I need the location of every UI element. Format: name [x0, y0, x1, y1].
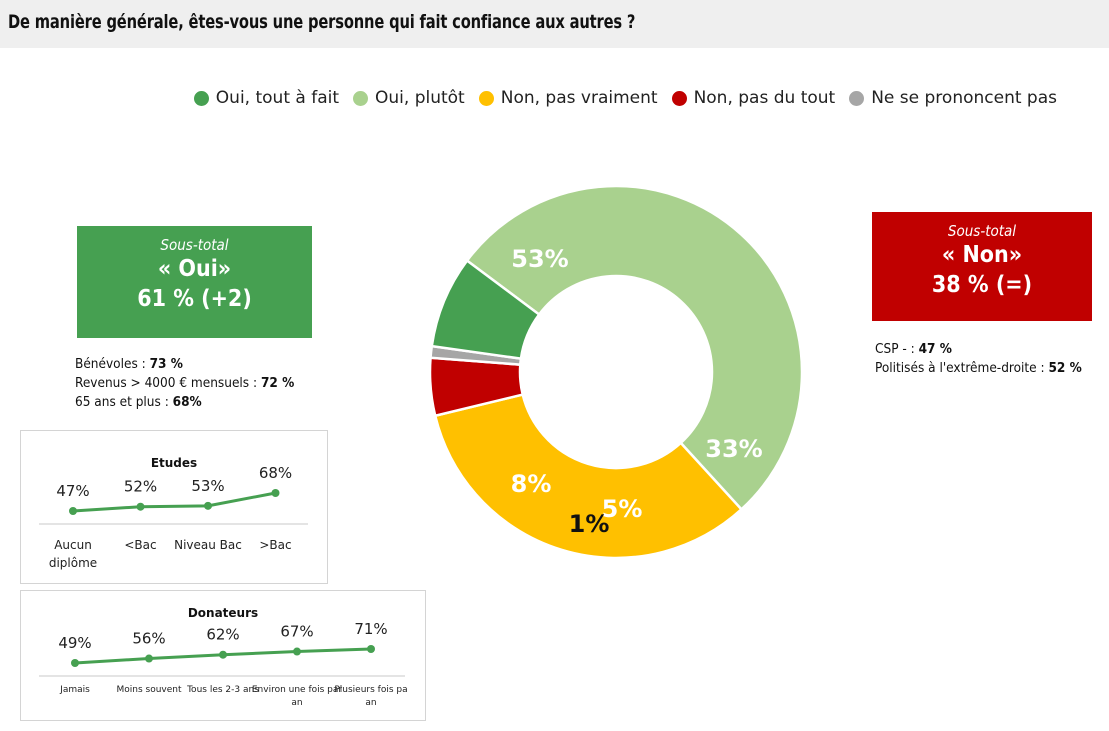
legend-item: Non, pas vraiment	[478, 88, 658, 108]
subtotal-non-value: 38 % (=)	[931, 272, 1033, 298]
legend-label: Non, pas du tout	[693, 88, 836, 108]
donut-chart: 53% 33% 5%1% 8%	[428, 184, 804, 560]
data-label: 62%	[206, 626, 239, 644]
category-label: Moins souvent	[116, 685, 181, 695]
slice-label: 53%	[511, 245, 568, 273]
oui-notes: Bénévoles : 73 % Revenus > 4000 € mensue…	[75, 355, 294, 412]
category-label: Tous les 2-3 ans	[186, 685, 259, 695]
data-point	[145, 654, 153, 663]
subtotal-oui-label: « Oui»	[157, 256, 232, 282]
category-label: Niveau Bac	[174, 538, 242, 552]
slice-label: 1%	[569, 510, 610, 538]
slice-label: 5%	[602, 495, 643, 523]
data-point	[71, 659, 79, 667]
category-label: Environ une fois par	[252, 685, 343, 695]
data-label: 53%	[191, 477, 224, 495]
category-label: Aucun	[54, 538, 92, 552]
subtotal-non-caption: Sous-total	[947, 222, 1017, 240]
note-line: 65 ans et plus : 68%	[75, 393, 294, 412]
legend-item: Non, pas du tout	[671, 88, 836, 108]
donateurs-panel: Donateurs 49% Jamais 56% Moins souvent 62% Tou…	[20, 590, 426, 721]
note-line: CSP - : 47 %	[875, 340, 1082, 359]
etudes-panel: Etudes 47% Aucun diplôme 52% <Bac 53% Niveau Ba…	[20, 430, 328, 584]
data-point	[204, 501, 212, 510]
data-point	[293, 647, 301, 656]
chart-legend: Oui, tout à fait Oui, plutôt Non, pas vr…	[193, 88, 1057, 108]
data-label: 68%	[259, 464, 292, 482]
legend-marker-icon	[353, 90, 369, 106]
subtotal-oui-caption: Sous-total	[160, 236, 229, 254]
non-notes: CSP - : 47 % Politisés à l'extrême-droit…	[875, 340, 1082, 378]
data-label: 67%	[280, 623, 313, 641]
note-label: Politisés à l'extrême-droite :	[875, 360, 1049, 376]
legend-marker-icon	[478, 90, 494, 106]
subtotal-non-label: « Non»	[941, 242, 1023, 268]
legend-label: Oui, plutôt	[375, 88, 465, 108]
legend-item: Oui, tout à fait	[193, 88, 340, 108]
data-label: 49%	[58, 634, 91, 652]
data-label: 47%	[56, 482, 89, 500]
data-point	[136, 502, 145, 511]
category-label: an	[291, 698, 302, 708]
data-label: 71%	[354, 620, 387, 638]
note-value: 52 %	[1048, 360, 1082, 376]
legend-label: Non, pas vraiment	[500, 88, 658, 108]
data-point	[367, 645, 375, 653]
legend-marker-icon	[671, 90, 687, 106]
donut-slice	[430, 258, 541, 361]
note-label: 65 ans et plus :	[75, 394, 173, 410]
series-line	[72, 491, 276, 513]
legend-marker-icon	[849, 90, 865, 106]
note-line: Revenus > 4000 € mensuels : 72 %	[75, 374, 294, 393]
donut-slice	[433, 393, 744, 560]
category-label: an	[365, 698, 376, 708]
note-label: Revenus > 4000 € mensuels :	[75, 375, 261, 391]
category-label: Plusieurs fois pa	[334, 685, 407, 695]
note-value: 72 %	[260, 375, 295, 391]
data-point	[219, 650, 227, 659]
note-label: Bénévoles :	[75, 356, 150, 372]
category-label: <Bac	[124, 538, 156, 552]
category-label: >Bac	[259, 538, 291, 552]
donateurs-line-chart: Donateurs 49% Jamais 56% Moins souvent 62% Tou…	[39, 606, 408, 708]
category-label: diplôme	[49, 556, 97, 570]
data-point	[69, 507, 77, 515]
subtotal-non-box: Sous-total « Non» 38 % (=)	[872, 212, 1092, 321]
slice-label: 8%	[511, 470, 552, 498]
note-label: CSP - :	[875, 341, 919, 357]
donut-slice	[465, 184, 804, 512]
note-line: Bénévoles : 73 %	[75, 355, 294, 374]
legend-label: Oui, tout à fait	[215, 88, 340, 108]
note-line: Politisés à l'extrême-droite : 52 %	[875, 359, 1082, 378]
note-value: 68%	[172, 394, 202, 410]
data-point	[271, 489, 280, 497]
mini-chart-title: Donateurs	[188, 606, 258, 620]
page-title: De manière générale, êtes-vous une perso…	[8, 11, 636, 33]
slice-label: 33%	[705, 435, 762, 463]
data-label: 56%	[132, 630, 165, 648]
legend-item: Ne se prononcent pas	[849, 88, 1057, 108]
category-label: Jamais	[59, 685, 90, 695]
legend-marker-icon	[193, 90, 209, 106]
data-label: 52%	[124, 478, 157, 496]
subtotal-oui-box: Sous-total « Oui» 61 % (+2)	[77, 226, 312, 338]
note-value: 47 %	[918, 341, 952, 357]
mini-chart-title: Etudes	[151, 456, 197, 470]
title-bar: De manière générale, êtes-vous une perso…	[0, 0, 1109, 48]
legend-label: Ne se prononcent pas	[871, 88, 1057, 108]
legend-item: Oui, plutôt	[353, 88, 465, 108]
subtotal-oui-value: 61 % (+2)	[137, 286, 252, 312]
etudes-line-chart: Etudes 47% Aucun diplôme 52% <Bac 53% Niveau Ba…	[39, 456, 308, 570]
note-value: 73 %	[149, 356, 183, 372]
